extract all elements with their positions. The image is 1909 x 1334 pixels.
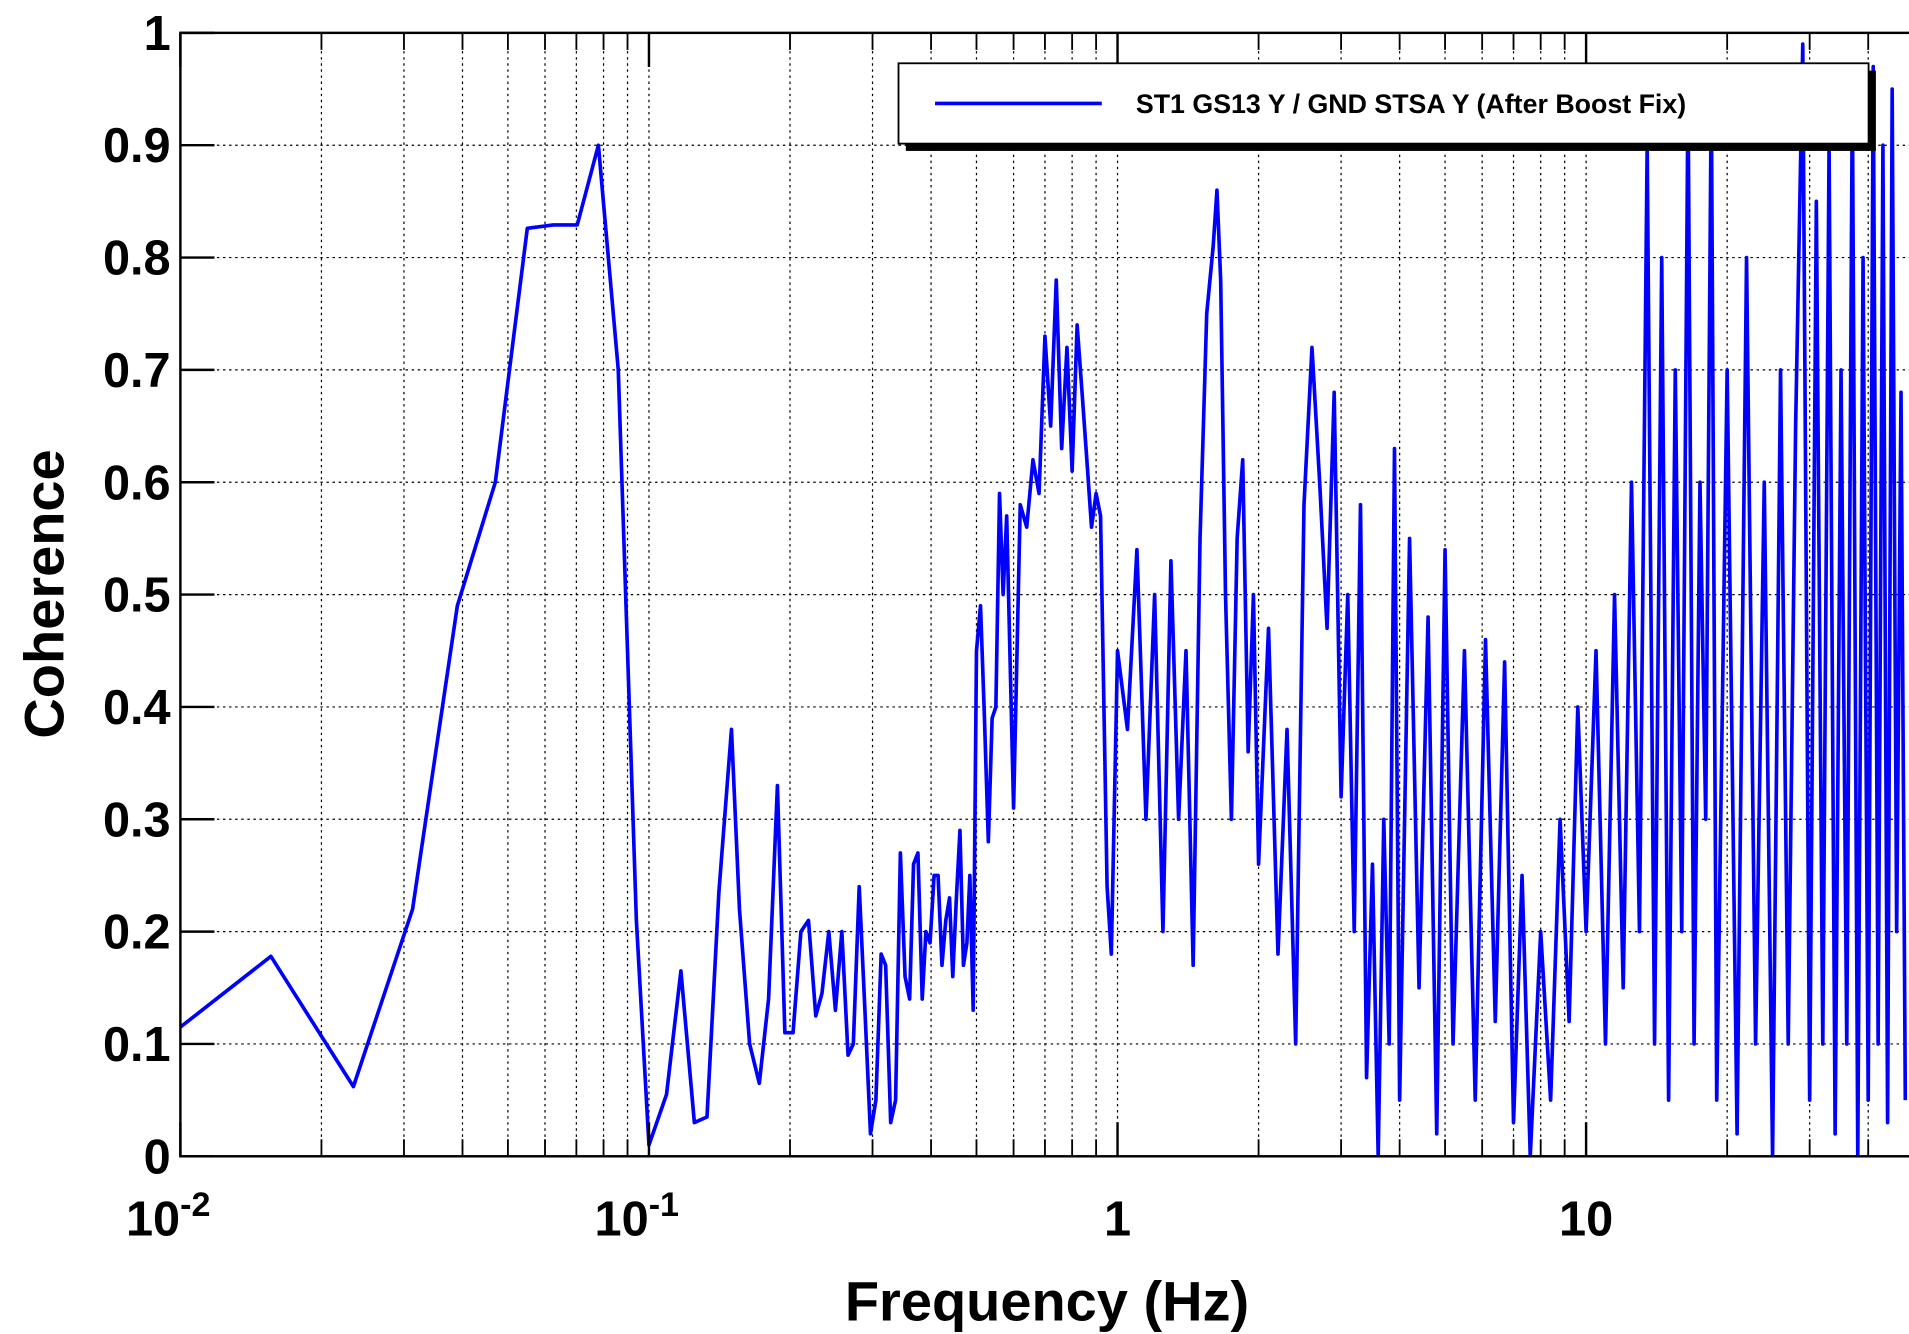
y-tick-label: 0.1	[103, 1018, 171, 1072]
x-axis-title: Frequency (Hz)	[845, 1270, 1249, 1333]
legend: ST1 GS13 Y / GND STSA Y (After Boost Fix…	[897, 62, 1876, 151]
legend-label: ST1 GS13 Y / GND STSA Y (After Boost Fix…	[1136, 89, 1686, 119]
y-axis-title: Coherence	[13, 449, 76, 738]
tick-base: 10	[595, 1192, 649, 1246]
tick-exponent: -1	[649, 1186, 679, 1224]
y-tick-label: 0.7	[103, 344, 171, 398]
y-tick-label: 1	[144, 7, 171, 61]
tick-exponent: -2	[180, 1186, 210, 1224]
x-tick-label: 10-1	[595, 1186, 679, 1246]
y-tick-label: 0.8	[103, 232, 171, 286]
y-tick-label: 0.9	[103, 119, 171, 173]
tick-base: 10	[126, 1192, 180, 1246]
y-tick-label: 0	[144, 1130, 171, 1184]
y-tick-label: 0.4	[103, 681, 171, 735]
x-tick-label: 10	[1559, 1192, 1613, 1246]
plot-frame	[179, 31, 1909, 1158]
series-line	[180, 42, 1908, 1157]
y-tick-label: 0.2	[103, 906, 171, 960]
x-tick-label: 1	[1104, 1192, 1131, 1246]
y-tick-label: 0.5	[103, 569, 171, 623]
plot-area	[180, 42, 1908, 1157]
y-tick-label: 0.6	[103, 456, 171, 510]
x-tick-label: 10-2	[126, 1186, 210, 1246]
grid	[179, 32, 1909, 1157]
y-tick-label: 0.3	[103, 793, 171, 847]
